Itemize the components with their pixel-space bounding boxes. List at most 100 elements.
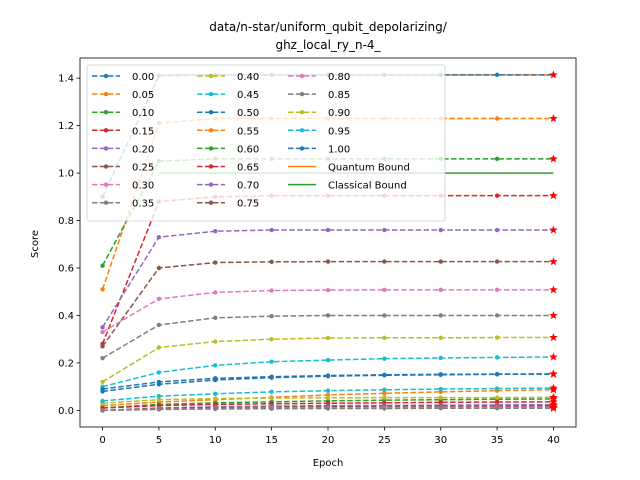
- y-tick-label: 0.2: [58, 358, 74, 369]
- end-star-marker: [549, 369, 558, 378]
- series-point: [156, 234, 162, 240]
- chart-title-line2: ghz_local_ry_n-4_: [275, 38, 381, 52]
- legend-marker: [208, 91, 214, 97]
- x-tick-label: 25: [378, 435, 391, 446]
- series-point: [494, 287, 500, 293]
- series-point: [325, 335, 331, 341]
- series-point: [494, 156, 500, 162]
- series-point: [382, 406, 387, 411]
- series-point: [269, 288, 274, 293]
- legend-label: 0.30: [132, 181, 154, 192]
- legend-marker: [299, 110, 305, 115]
- series-point: [325, 406, 331, 411]
- legend-label: 0.15: [132, 126, 154, 137]
- series-point: [382, 387, 387, 392]
- end-star-marker: [549, 191, 558, 200]
- series-point: [269, 395, 274, 401]
- series-point: [382, 395, 387, 400]
- series-point: [213, 391, 218, 396]
- series-point: [325, 259, 331, 264]
- series-point: [156, 393, 162, 399]
- series-point: [156, 370, 162, 375]
- legend-label: 0.50: [237, 108, 259, 119]
- series-point: [100, 263, 105, 268]
- series-point: [156, 265, 162, 271]
- series-point: [213, 406, 218, 412]
- series-point: [100, 329, 105, 335]
- x-tick-label: 0: [99, 435, 105, 446]
- series-point: [156, 345, 162, 350]
- series-point: [438, 227, 443, 233]
- legend-label: Quantum Bound: [328, 163, 410, 174]
- end-star-marker: [549, 403, 558, 412]
- legend-marker: [208, 73, 214, 79]
- series-point: [438, 259, 443, 264]
- legend-marker: [208, 128, 214, 133]
- series-point: [438, 386, 443, 392]
- legend-label: 0.25: [132, 163, 154, 174]
- legend-label: 0.70: [237, 181, 259, 192]
- legend-marker: [103, 182, 109, 187]
- series-point: [494, 227, 500, 233]
- legend-label: 0.55: [237, 126, 259, 137]
- y-tick-label: 1.4: [58, 74, 74, 85]
- x-tick-label: 20: [322, 435, 335, 446]
- legend-marker: [103, 128, 109, 133]
- series-point: [269, 313, 274, 319]
- y-axis-label: Score: [30, 230, 41, 258]
- series-line: [102, 314, 554, 359]
- legend-marker: [299, 91, 305, 97]
- series-point: [494, 372, 500, 377]
- series-point: [269, 359, 274, 364]
- legend-box: [86, 64, 446, 222]
- series-point: [100, 344, 105, 349]
- legend-marker: [208, 200, 214, 205]
- legend-marker: [103, 91, 109, 97]
- series-point: [325, 287, 331, 293]
- legend-marker: [299, 128, 305, 133]
- series-point: [438, 313, 443, 318]
- series-point: [382, 356, 387, 361]
- legend-label: Classical Bound: [328, 181, 407, 192]
- series-point: [382, 391, 387, 396]
- series-point: [156, 397, 162, 402]
- axes: 0 5 10 15 20 25 30 35 40 0.0 0.2 0.4 0.6 0.8 1.0 1.2 1.4: [58, 57, 577, 446]
- series-point: [325, 357, 331, 363]
- series-point: [438, 395, 443, 400]
- y-tick-label: 0.8: [58, 216, 74, 227]
- chart-title-line1: data/n-star/uniform_qubit_depolarizing/: [209, 20, 447, 34]
- legend-label: 0.95: [328, 126, 350, 137]
- y-tick-label: 1.0: [58, 169, 74, 180]
- y-tick-label: 0.0: [58, 406, 74, 417]
- legend-marker: [103, 73, 109, 79]
- series-point: [269, 227, 274, 233]
- legend-label: 0.35: [132, 199, 154, 210]
- series-point: [156, 322, 162, 328]
- legend-label: 0.00: [132, 72, 154, 83]
- legend-marker: [208, 110, 214, 115]
- legend-label: 0.60: [237, 144, 259, 155]
- end-star-marker: [549, 285, 558, 294]
- series-point: [213, 229, 218, 234]
- legend-marker: [103, 164, 109, 169]
- series-point: [269, 336, 274, 342]
- series-point: [213, 260, 218, 265]
- series-point: [494, 116, 500, 121]
- end-star-marker: [549, 70, 558, 79]
- series-point: [494, 193, 500, 198]
- series-point: [438, 287, 443, 293]
- series-point: [100, 287, 105, 292]
- series-point: [213, 315, 218, 321]
- series-point: [494, 395, 500, 400]
- x-tick-label: 35: [491, 435, 504, 446]
- series-point: [100, 325, 105, 330]
- series-line: [102, 289, 554, 333]
- series-point: [494, 355, 500, 360]
- end-star-marker: [549, 257, 558, 266]
- series-point: [382, 259, 387, 264]
- series-point: [156, 407, 162, 412]
- end-star-marker: [549, 333, 558, 342]
- legend-marker: [103, 146, 109, 151]
- series-point: [438, 355, 443, 361]
- legend-label: 0.20: [132, 144, 154, 155]
